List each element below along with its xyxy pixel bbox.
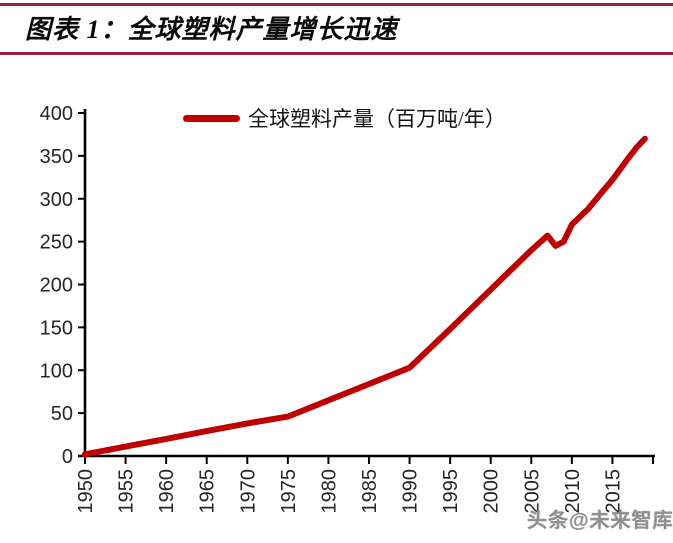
- y-tick-label: 200: [40, 275, 73, 297]
- x-tick-label: 1980: [318, 469, 340, 514]
- x-tick-label: 1975: [278, 469, 300, 514]
- x-tick-label: 2005: [521, 469, 543, 514]
- production-line: [82, 135, 648, 458]
- y-tick-label: 100: [40, 360, 73, 382]
- x-tick-label: 2000: [481, 469, 503, 514]
- y-tick-label: 350: [40, 146, 73, 168]
- legend-label: 全球塑料产量（百万吨/年）: [248, 107, 506, 131]
- y-tick-label: 50: [51, 403, 73, 425]
- x-tick-label: 1985: [359, 469, 381, 514]
- y-tick-label: 150: [40, 317, 73, 339]
- x-tick-label: 1950: [75, 469, 97, 514]
- title-rule-bottom: [0, 52, 673, 55]
- y-tick-label: 250: [40, 232, 73, 254]
- x-tick-label: 1960: [156, 469, 178, 514]
- x-tick-label: 1955: [116, 469, 138, 514]
- watermark: 头条@未来智库: [527, 510, 673, 532]
- x-tick-label: 1995: [440, 469, 462, 514]
- x-tick-label: 1970: [237, 469, 259, 514]
- title-rule-top: [0, 3, 673, 6]
- legend-line-swatch: [183, 114, 240, 122]
- x-tick-label: 2010: [562, 469, 584, 514]
- x-tick-label: 1965: [197, 469, 219, 514]
- chart-legend: 全球塑料产量（百万吨/年）: [183, 106, 506, 131]
- y-tick-label: 300: [40, 189, 73, 211]
- y-tick-label: 0: [62, 446, 73, 468]
- x-tick-label: 2015: [602, 469, 624, 514]
- y-tick-label: 400: [40, 103, 73, 125]
- figure-title: 图表 1：全球塑料产量增长迅速: [25, 15, 398, 44]
- x-tick-label: 1990: [400, 469, 422, 514]
